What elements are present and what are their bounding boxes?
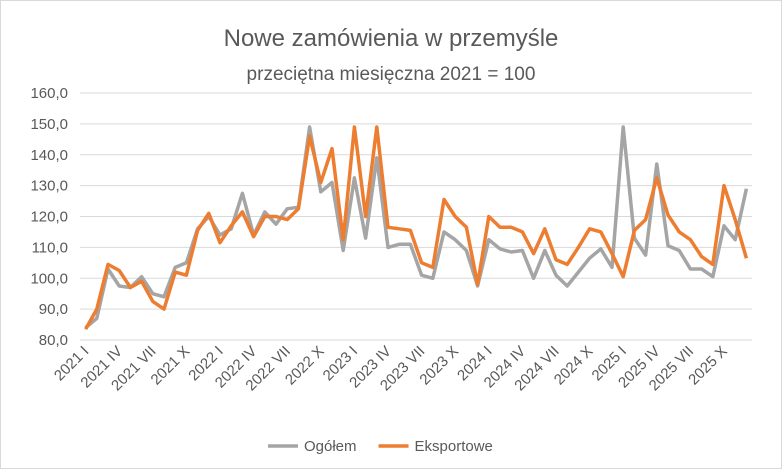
- y-tick-label: 140,0: [30, 147, 68, 164]
- y-tick-label: 160,0: [30, 85, 68, 102]
- chart-subtitle: przeciętna miesięczna 2021 = 100: [247, 64, 536, 85]
- y-tick-label: 110,0: [32, 239, 68, 256]
- legend-label: Ogółem: [304, 438, 357, 455]
- chart-title: Nowe zamówienia w przemyśle: [224, 25, 559, 52]
- y-tick-label: 80,0: [39, 332, 68, 349]
- y-tick-label: 90,0: [39, 301, 68, 318]
- y-tick-label: 120,0: [30, 209, 68, 226]
- y-tick-label: 100,0: [30, 270, 68, 287]
- y-tick-label: 130,0: [30, 178, 68, 195]
- series-line: [84, 125, 749, 331]
- y-tick-label: 150,0: [30, 116, 68, 133]
- legend-label: Eksportowe: [415, 438, 493, 455]
